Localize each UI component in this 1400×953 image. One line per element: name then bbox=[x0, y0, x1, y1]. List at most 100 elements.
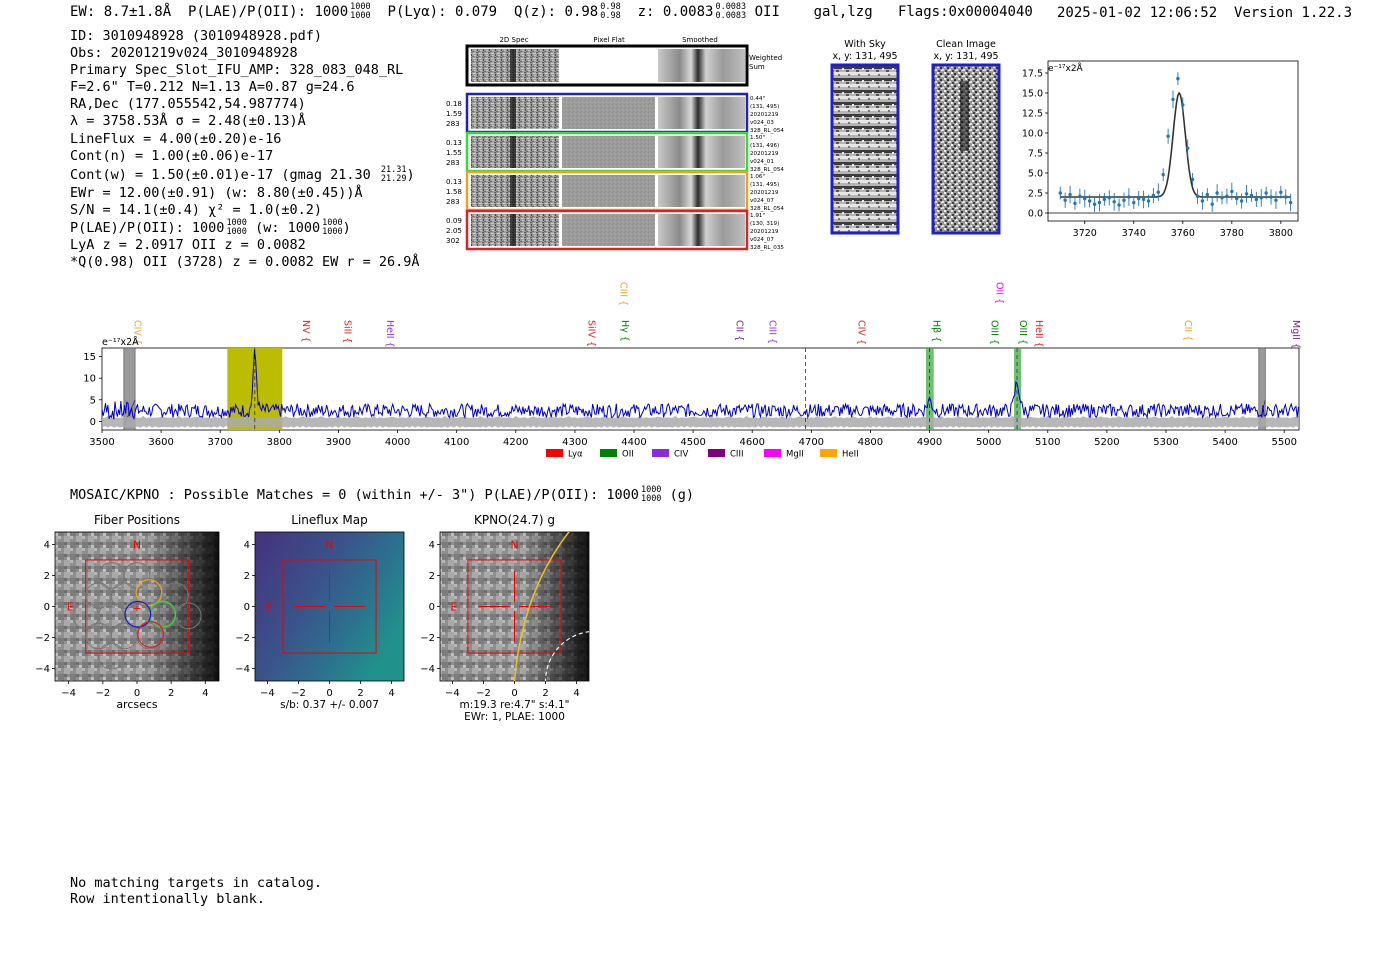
spectrum-xtick-label: 3600 bbox=[148, 437, 173, 448]
legend-item: OII bbox=[600, 449, 634, 460]
spectrum-xtick-label: 5300 bbox=[1153, 437, 1178, 448]
spectrum-xtick-label: 5500 bbox=[1271, 437, 1296, 448]
frac-hi: 0.0083 bbox=[715, 2, 747, 12]
zoom-point bbox=[1161, 172, 1165, 177]
mosaic-panel-title: Lineflux Map bbox=[291, 513, 367, 527]
fiber-right-label: 20201219 bbox=[750, 229, 779, 235]
mosaic-ytick-label: 2 bbox=[429, 571, 435, 582]
mosaic-ytick-label: 0 bbox=[429, 602, 435, 613]
mosaic-ytick-label: 0 bbox=[244, 602, 250, 613]
spec2d-col-title: 2D Spec bbox=[499, 36, 528, 44]
mosaic-xtick-label: −4 bbox=[445, 688, 460, 699]
zoom-point bbox=[1274, 198, 1278, 202]
mosaic-ytick-label: 4 bbox=[244, 540, 250, 551]
zoom-point bbox=[1269, 195, 1273, 199]
weighted-sum-row: Weighted Sum bbox=[465, 44, 782, 87]
zoom-line-chart: 0.0 2.5 5.0 7.5 10.0 12.5 15.0 17.5 3720 3740 3760… bbox=[1022, 60, 1299, 239]
frac-lo: 0.0083 bbox=[715, 11, 747, 21]
legend-label: CIV bbox=[674, 450, 688, 460]
mosaic-xtick-label: −2 bbox=[291, 688, 306, 699]
spectrum-line-band bbox=[926, 348, 934, 430]
info-lya-z: LyA z = 2.0917 OII z = 0.0082 bbox=[70, 237, 306, 254]
fiber-left-label: 1.55 bbox=[446, 148, 462, 157]
zoom-point bbox=[1068, 192, 1072, 197]
info-contw: Cont(w) = 1.50(±0.01)e-17 (gmag 21.30 21… bbox=[70, 165, 420, 184]
info-sn: S/N = 14.1(±0.4) χ² = 1.0(±0.2) bbox=[70, 201, 322, 218]
footer-line2: Row intentionally blank. bbox=[70, 890, 266, 907]
info-plae-close: ) bbox=[342, 220, 351, 237]
zoom-ytick-label: 5.0 bbox=[1028, 169, 1043, 180]
info-id: ID: 3010948928 (3010948928.pdf) bbox=[70, 28, 322, 44]
zoom-point bbox=[1205, 192, 1210, 197]
fiber-right-label: (131, 495) bbox=[750, 182, 779, 188]
frac-hi: 0.98 bbox=[600, 2, 621, 12]
fiber-right-label: 328_RL_035 bbox=[750, 245, 784, 251]
mosaic-caption2: EWr: 1, PLAE: 1000 bbox=[464, 711, 565, 723]
spectrum-line-label: MgII { bbox=[1290, 320, 1301, 349]
header-ew: EW: 8.7±1.8Å bbox=[70, 4, 172, 20]
legend-swatch bbox=[764, 449, 781, 457]
spectrum-line-label: CII { bbox=[1182, 320, 1193, 341]
kpno-overlays bbox=[513, 532, 589, 681]
zoom-point bbox=[1122, 198, 1126, 202]
fiber-smoothed bbox=[658, 136, 745, 168]
aperture-box bbox=[467, 559, 562, 654]
spectrum-xtick-label: 4100 bbox=[444, 437, 469, 448]
fiber-2d-line bbox=[510, 214, 516, 246]
spectrum-line-label: SiIV { bbox=[586, 320, 597, 347]
spectrum-xtick-label: 4400 bbox=[621, 437, 646, 448]
legend-label: HeII bbox=[842, 450, 859, 460]
spectrum-xtick-label: 4300 bbox=[562, 437, 587, 448]
clean-coords: x, y: 131, 495 bbox=[933, 51, 998, 62]
info-q-line: *Q(0.98) OII (3728) z = 0.0082 EW r = 26… bbox=[70, 254, 420, 271]
mosaic-caption: s/b: 0.37 +/- 0.007 bbox=[280, 699, 379, 711]
mosaic-xtick-label: −2 bbox=[476, 688, 491, 699]
zoom-ytick-label: 17.5 bbox=[1022, 69, 1043, 80]
zoom-xtick-label: 3780 bbox=[1220, 228, 1244, 239]
zoom-point bbox=[1220, 196, 1224, 200]
zoom-point bbox=[1078, 194, 1082, 198]
footer-line1: No matching targets in catalog. bbox=[70, 875, 322, 891]
info-gmag-frac: 21.31 21.29 bbox=[381, 165, 407, 184]
legend-swatch bbox=[600, 449, 617, 457]
spectrum-line-label: OII { bbox=[993, 282, 1004, 304]
header-z-frac: 0.0083 0.0083 bbox=[715, 3, 746, 21]
fiber-circle-blue bbox=[124, 600, 152, 628]
fiber-smoothed bbox=[658, 175, 745, 207]
zoom-point bbox=[1230, 189, 1234, 194]
spectrum-ytick-label: 5 bbox=[90, 395, 96, 406]
legend-item: Lyα bbox=[546, 449, 583, 460]
fiber-left-label: 0.18 bbox=[446, 99, 462, 108]
frac-hi: 1000 bbox=[322, 218, 343, 229]
fiber-right-label: 0.44" bbox=[750, 96, 765, 102]
legend-swatch bbox=[708, 449, 725, 457]
spectrum-ytick-label: 10 bbox=[83, 374, 96, 385]
spectrum-ytick-label: 0 bbox=[90, 417, 96, 428]
mosaic-header-frac: 1000 1000 bbox=[641, 486, 661, 504]
north-label: N bbox=[510, 538, 518, 551]
zoom-point bbox=[1087, 199, 1092, 203]
mosaic-panel-title: KPNO(24.7) g bbox=[474, 513, 555, 527]
fiber-right-label: v024_07 bbox=[750, 237, 774, 243]
zoom-ytick-label: 7.5 bbox=[1028, 149, 1043, 160]
legend-label: OII bbox=[622, 450, 634, 460]
frac-lo: 1000 bbox=[226, 227, 247, 238]
zoom-point bbox=[1146, 199, 1151, 203]
fiber-image-shade bbox=[55, 532, 219, 681]
frac-hi: 1000 bbox=[226, 218, 247, 229]
frac-hi: 1000 bbox=[350, 2, 371, 12]
info-contw-text: Cont(w) = 1.50(±0.01)e-17 (gmag 21.30 bbox=[70, 166, 371, 183]
spectrum-axes: 0 5 10 15 3500 3600 3700 3800 3900 4000 4100 4200 43… bbox=[83, 336, 1300, 448]
east-label: E bbox=[67, 601, 74, 614]
spectrum-line-label: SiII { bbox=[341, 320, 352, 343]
zoom-point bbox=[1166, 134, 1170, 138]
zoom-marks bbox=[1058, 72, 1293, 212]
spectrum-line-label: Hβ { bbox=[931, 320, 942, 342]
zoom-point bbox=[1235, 196, 1239, 201]
kpno-ellipse-arc bbox=[513, 532, 570, 681]
fiber-pixelflat bbox=[562, 97, 655, 129]
zoom-point bbox=[1239, 199, 1244, 203]
zoom-ytick-label: 12.5 bbox=[1022, 109, 1043, 120]
